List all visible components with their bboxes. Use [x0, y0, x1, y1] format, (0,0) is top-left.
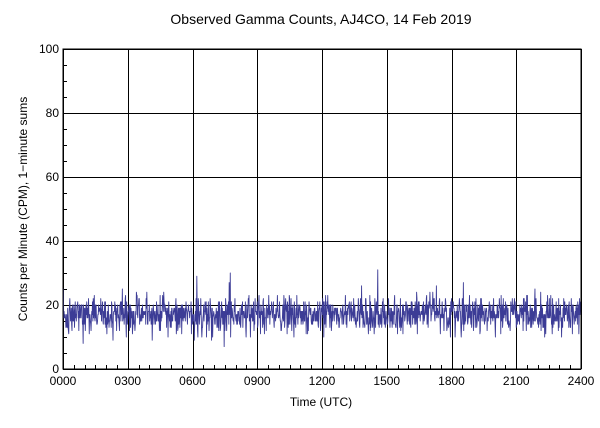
chart-title: Observed Gamma Counts, AJ4CO, 14 Feb 201… — [170, 11, 471, 27]
x-tick-label: 2100 — [503, 374, 530, 388]
y-tick-label: 20 — [46, 298, 60, 312]
y-tick-label: 80 — [46, 106, 60, 120]
series-line-gamma-cpm — [62, 269, 582, 348]
y-axis-label: Counts per Minute (CPM), 1−minute sums — [16, 97, 30, 321]
x-tick-label: 1500 — [373, 374, 400, 388]
x-axis-label: Time (UTC) — [290, 395, 352, 409]
y-tick-label: 0 — [52, 362, 59, 376]
series-layer — [62, 269, 582, 348]
minor-ticks — [63, 49, 582, 370]
x-tick-label: 0600 — [179, 374, 206, 388]
plot-frame — [62, 48, 582, 370]
y-tick-label: 40 — [46, 234, 60, 248]
y-tick-labels: 0 20 40 60 80 100 — [39, 42, 59, 376]
x-tick-label: 0300 — [114, 374, 141, 388]
y-tick-label: 60 — [46, 170, 60, 184]
x-tick-label: 1800 — [438, 374, 465, 388]
x-tick-label: 2400 — [568, 374, 595, 388]
x-tick-label: 0000 — [50, 374, 77, 388]
x-tick-label: 0900 — [244, 374, 271, 388]
x-tick-label: 1200 — [309, 374, 336, 388]
y-tick-label: 100 — [39, 42, 59, 56]
x-tick-labels: 0000 0300 0600 0900 1200 1500 1800 2100 2400 — [50, 374, 595, 388]
